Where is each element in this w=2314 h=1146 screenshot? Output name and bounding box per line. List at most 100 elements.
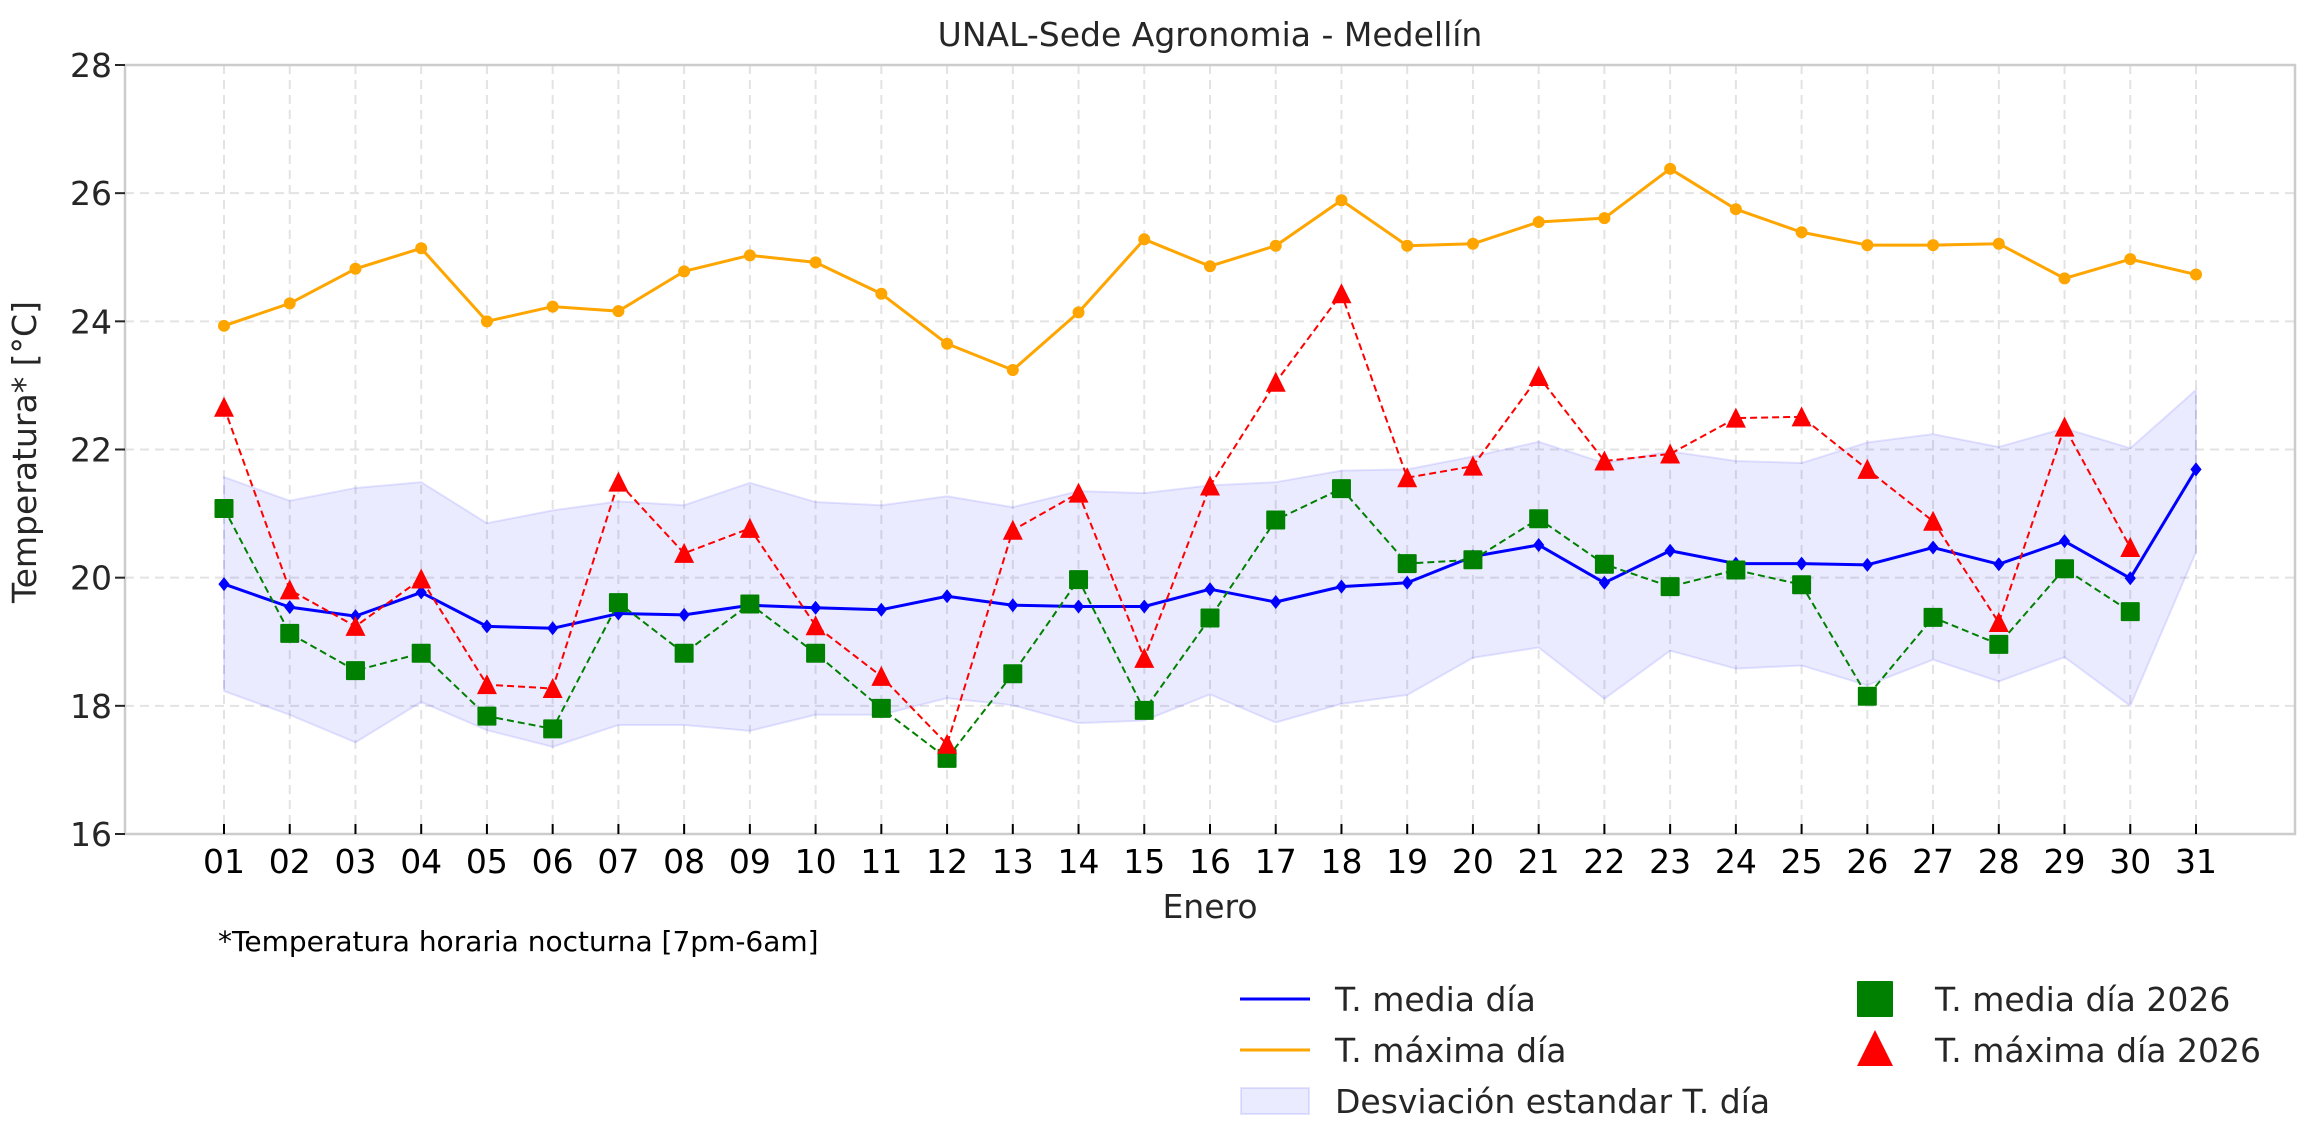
x-axis: 01 02 03 04 05 06 07 08 09 10 11 12 13 14 15 16 17 18 19 20… — [203, 824, 2217, 881]
x-tick-label: 21 — [1518, 842, 1560, 881]
series-t-media-d-a-2026 — [214, 479, 2140, 768]
x-tick-label: 14 — [1058, 842, 1100, 881]
data-point-diamond — [1204, 582, 1216, 597]
data-point-diamond — [1270, 595, 1282, 610]
x-tick-label: 18 — [1320, 842, 1362, 881]
data-point-circle — [1138, 233, 1151, 246]
series-t-m-xima-d-a-2026 — [214, 283, 2141, 754]
x-tick-label: 08 — [663, 842, 705, 881]
data-point-triangle — [1265, 371, 1286, 392]
data-point-triangle — [1923, 510, 1944, 531]
x-tick-label: 13 — [992, 842, 1034, 881]
data-point-circle — [875, 287, 888, 300]
data-point-triangle — [1002, 519, 1023, 540]
data-point-triangle — [1725, 407, 1746, 428]
y-tick-label: 18 — [70, 687, 112, 726]
data-point-diamond — [284, 600, 296, 615]
x-tick-label: 09 — [729, 842, 771, 881]
x-tick-label: 02 — [269, 842, 311, 881]
x-tick-label: 05 — [466, 842, 508, 881]
data-point-square — [1463, 550, 1483, 570]
x-tick-label: 01 — [203, 842, 245, 881]
legend-swatch-patch — [1240, 1087, 1310, 1115]
data-point-square — [1923, 607, 1943, 627]
data-point-triangle — [674, 542, 695, 563]
data-point-diamond — [678, 607, 690, 622]
data-point-diamond — [2124, 571, 2136, 586]
data-point-square — [280, 623, 300, 643]
data-point-circle — [2124, 253, 2137, 266]
data-point-triangle — [2054, 416, 2075, 437]
legend-item: T. máxima día 2026 — [1857, 1030, 2261, 1070]
grid — [125, 65, 2295, 834]
data-point-triangle — [1988, 612, 2009, 633]
data-point-circle — [1401, 239, 1414, 252]
data-point-triangle — [1462, 455, 1483, 476]
data-point-triangle — [1397, 467, 1418, 488]
data-point-triangle — [805, 615, 826, 636]
y-tick-label: 24 — [70, 302, 112, 341]
data-point-circle — [415, 242, 428, 255]
data-point-diamond — [481, 619, 493, 634]
data-point-square — [345, 661, 365, 681]
data-point-circle — [1532, 216, 1545, 229]
data-point-square — [674, 643, 694, 663]
std-band-layer — [223, 387, 2197, 748]
data-point-diamond — [1796, 556, 1808, 571]
x-tick-label: 26 — [1846, 842, 1888, 881]
legend-swatch-square — [1857, 981, 1893, 1017]
data-point-circle — [1861, 239, 1874, 252]
data-point-circle — [349, 262, 362, 275]
data-point-square — [1003, 664, 1023, 684]
data-point-circle — [1992, 237, 2005, 250]
data-point-triangle — [2120, 537, 2141, 558]
x-tick-label: 25 — [1781, 842, 1823, 881]
data-point-diamond — [2058, 534, 2071, 549]
data-point-circle — [1795, 226, 1808, 239]
data-point-triangle — [1791, 406, 1812, 427]
x-tick-label: 20 — [1452, 842, 1494, 881]
data-point-triangle — [1200, 475, 1220, 496]
data-point-square — [740, 594, 760, 614]
data-point-diamond — [941, 589, 953, 604]
legend-item: T. media día 2026 — [1857, 980, 2230, 1019]
y-tick-label: 22 — [70, 431, 112, 470]
data-point-diamond — [1927, 540, 1939, 555]
x-tick-label: 22 — [1583, 842, 1625, 881]
data-point-triangle — [542, 678, 563, 699]
x-tick-label: 10 — [795, 842, 837, 881]
data-point-square — [1069, 570, 1089, 590]
data-point-triangle — [1331, 283, 1352, 304]
x-tick-label: 12 — [926, 842, 968, 881]
data-point-circle — [1598, 212, 1611, 225]
data-point-circle — [283, 297, 296, 310]
data-point-triangle — [1068, 482, 1089, 503]
series-line — [223, 292, 2132, 746]
data-point-diamond — [1072, 599, 1085, 614]
y-axis: 16 18 20 22 24 26 28 — [70, 46, 125, 854]
data-point-circle — [1006, 364, 1019, 377]
x-tick-label: 29 — [2044, 842, 2086, 881]
data-point-diamond — [218, 577, 230, 592]
legend: T. media día T. máxima día Desviación esta… — [1240, 980, 2261, 1121]
legend-swatch-triangle — [1857, 1030, 1893, 1066]
data-point-square — [1989, 634, 2009, 654]
data-point-triangle — [279, 579, 300, 600]
data-point-circle — [612, 305, 625, 318]
data-point-square — [477, 706, 497, 726]
data-point-square — [2120, 602, 2140, 622]
data-point-diamond — [1993, 557, 2005, 572]
data-point-circle — [218, 319, 230, 332]
legend-label: Desviación estandar T. día — [1335, 1082, 1770, 1121]
data-point-square — [1660, 577, 1680, 597]
data-point-square — [1792, 575, 1812, 595]
data-point-square — [806, 643, 826, 663]
legend-label: T. máxima día — [1334, 1031, 1566, 1070]
std-band — [223, 387, 2197, 748]
data-point-circle — [2190, 268, 2202, 281]
chart-title: UNAL-Sede Agronomia - Medellín — [938, 15, 1483, 54]
data-point-circle — [1664, 162, 1677, 175]
series-t-media-d-a — [218, 462, 2202, 636]
data-point-diamond — [547, 621, 559, 636]
